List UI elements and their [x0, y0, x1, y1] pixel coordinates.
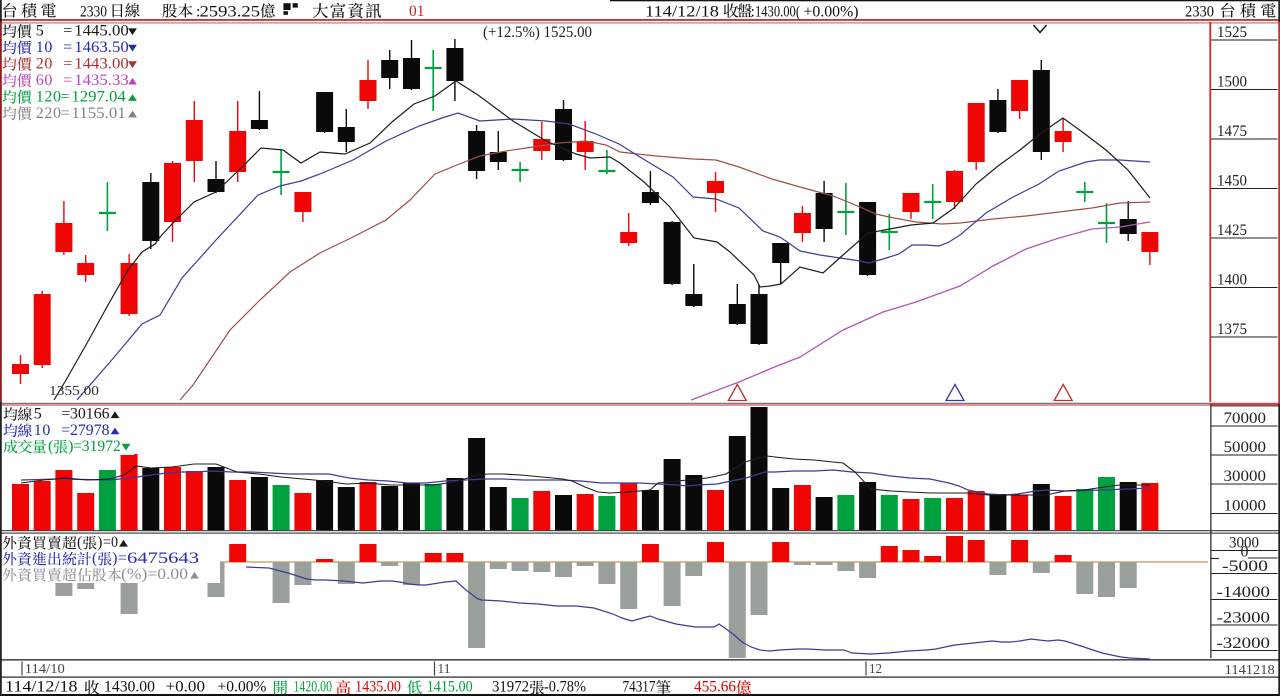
svg-text:(: (	[77, 534, 82, 551]
svg-text:=: =	[61, 88, 70, 105]
svg-text:1475: 1475	[1217, 123, 1247, 140]
svg-text:1400: 1400	[1217, 272, 1247, 289]
svg-text:=: =	[61, 105, 70, 122]
svg-text:(: (	[48, 438, 53, 455]
svg-text:10: 10	[36, 39, 53, 56]
svg-text:(%)=0.00: (%)=0.00	[121, 566, 188, 583]
svg-text:114/12/18: 114/12/18	[645, 4, 719, 21]
svg-text:(+12.5%) 1525.00: (+12.5%) 1525.00	[483, 24, 592, 41]
svg-text:1155.01: 1155.01	[71, 105, 125, 122]
svg-text:10: 10	[34, 422, 51, 439]
svg-text:): )	[112, 550, 117, 567]
svg-text:=: =	[61, 406, 70, 423]
svg-text:5: 5	[36, 23, 45, 40]
svg-text:1463.50: 1463.50	[74, 39, 128, 56]
svg-text:11: 11	[438, 662, 451, 677]
svg-text:3000: 3000	[1229, 535, 1259, 552]
svg-text::: :	[751, 4, 755, 21]
svg-text:1297.04: 1297.04	[71, 88, 125, 105]
svg-text:30000: 30000	[1224, 468, 1267, 485]
svg-text:1445.00: 1445.00	[74, 23, 128, 40]
svg-text:-32000: -32000	[1217, 635, 1271, 652]
svg-text:10000: 10000	[1224, 498, 1267, 515]
svg-text:=: =	[61, 422, 70, 439]
svg-text:1435.33: 1435.33	[74, 72, 128, 89]
svg-text:1415.00: 1415.00	[427, 678, 473, 695]
svg-text:30166: 30166	[70, 406, 110, 423]
svg-text:50000: 50000	[1224, 439, 1267, 456]
svg-text:2330: 2330	[1185, 4, 1214, 21]
svg-text:1430.00(: 1430.00(	[755, 4, 800, 21]
svg-text:+0.00: +0.00	[166, 678, 206, 695]
svg-text:5: 5	[34, 406, 43, 423]
svg-text:-23000: -23000	[1217, 610, 1271, 627]
svg-text:31972: 31972	[82, 438, 121, 455]
svg-text:1525: 1525	[1217, 24, 1247, 41]
svg-text:1435.00: 1435.00	[355, 678, 401, 695]
svg-text:=: =	[63, 56, 72, 73]
svg-text::: :	[196, 4, 200, 21]
svg-text:27978: 27978	[70, 422, 110, 439]
svg-text:220: 220	[36, 105, 62, 122]
svg-text:-14000: -14000	[1217, 584, 1271, 601]
svg-text:-0.78%: -0.78%	[544, 678, 586, 695]
svg-text:70000: 70000	[1224, 410, 1267, 427]
svg-text:1430.00: 1430.00	[104, 678, 155, 695]
svg-text:1443.00: 1443.00	[74, 56, 128, 73]
svg-text:+0.00%: +0.00%	[218, 678, 267, 695]
svg-text:=: =	[73, 438, 82, 455]
svg-text:=: =	[63, 23, 72, 40]
svg-text:114/10: 114/10	[25, 662, 65, 677]
svg-text:455.66: 455.66	[694, 678, 736, 695]
svg-text:=: =	[118, 550, 127, 567]
svg-text:): )	[68, 438, 73, 455]
svg-text:31972: 31972	[492, 678, 529, 695]
svg-text:1141218: 1141218	[1225, 663, 1275, 678]
svg-text:01: 01	[409, 3, 425, 20]
svg-text:60: 60	[36, 72, 53, 89]
svg-text:120: 120	[36, 88, 62, 105]
svg-text:1500: 1500	[1217, 74, 1247, 91]
svg-text:2330: 2330	[80, 4, 107, 21]
svg-text:114/12/18: 114/12/18	[5, 678, 78, 695]
svg-text:12: 12	[869, 662, 882, 677]
svg-text:0: 0	[1241, 544, 1249, 561]
svg-text:74317: 74317	[623, 678, 656, 695]
svg-text:-5000: -5000	[1222, 558, 1268, 575]
svg-text:2593.25: 2593.25	[200, 4, 261, 21]
svg-text:1375: 1375	[1217, 321, 1247, 338]
svg-text:20: 20	[36, 56, 53, 73]
svg-text:1355.00: 1355.00	[49, 383, 99, 398]
svg-text:1450: 1450	[1217, 173, 1247, 190]
svg-text:1425: 1425	[1217, 222, 1247, 239]
svg-text:=: =	[63, 72, 72, 89]
svg-text:+0.00%): +0.00%)	[804, 4, 859, 21]
svg-text:): )	[97, 534, 102, 551]
svg-text:(: (	[92, 550, 97, 567]
svg-text:=: =	[63, 39, 72, 56]
svg-text:1420.00: 1420.00	[294, 678, 333, 695]
svg-text:=0: =0	[103, 534, 118, 551]
svg-text:6475643: 6475643	[127, 550, 199, 567]
